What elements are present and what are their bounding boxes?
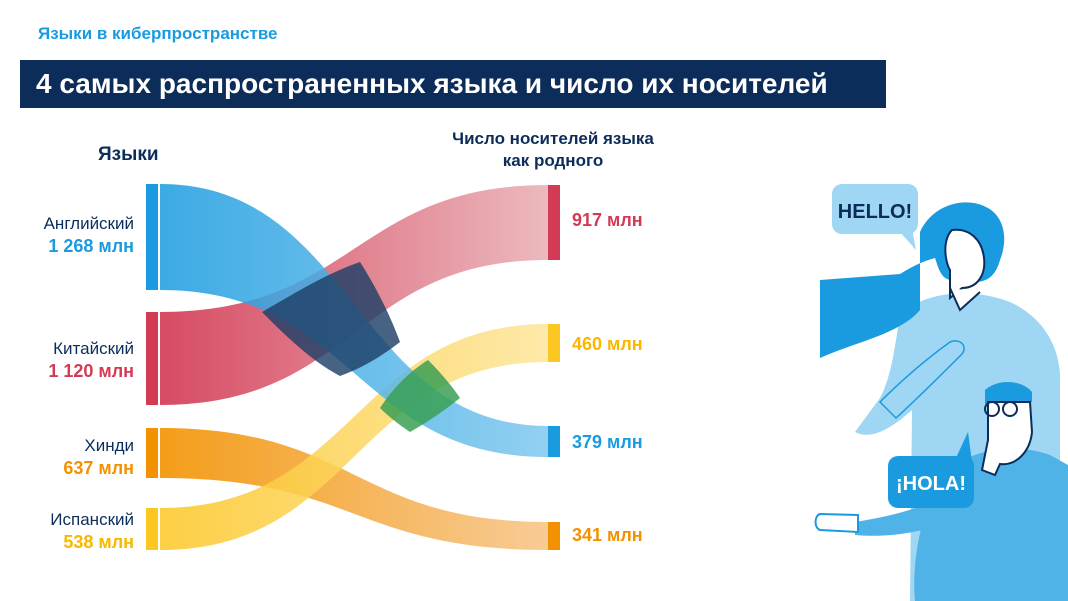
language-total: 1 120 млн [48,361,134,381]
bar-spanish-right [548,324,560,362]
speech-bubble-hola-tail [955,432,972,462]
bar-english-right [548,426,560,457]
woman-face [944,228,986,301]
label-spanish: Испанский 538 млн [20,508,134,554]
bar-spanish-left [146,508,158,550]
language-total: 637 млн [63,458,134,478]
language-name: Испанский [50,510,134,529]
flow-overlap-english-spanish [380,360,460,432]
native-label-hindi: 341 млн [572,525,643,545]
bar-hindi-left [146,428,158,478]
people-illustration: HELLO! ¡HOLA! [814,184,1068,601]
man-hand [814,512,859,534]
woman-arm [878,340,965,420]
speech-bubble-hello-tail [900,228,916,250]
language-name: Английский [43,214,134,233]
label-hindi: Хинди 637 млн [20,434,134,480]
flow-overlap-english-chinese [262,262,400,376]
native-header-line1: Число носителей языка [452,129,654,148]
bar-chinese-right [548,185,560,260]
native-label-english: 379 млн [572,432,643,452]
flow-spanish [160,324,548,550]
page-title: 4 самых распространенных языка и число и… [20,60,886,108]
native-label-chinese: 917 млн [572,210,643,230]
native-header-line2: как родного [502,151,604,170]
language-total: 538 млн [63,532,134,552]
glasses-right-icon [1002,401,1018,417]
bubble-text-hola: ¡HOLA! [896,473,966,495]
language-name: Хинди [84,436,134,455]
man-hair [985,381,1032,404]
bar-english-left [146,184,158,290]
label-chinese: Китайский 1 120 млн [20,337,134,383]
man-arm [855,500,942,536]
language-name: Китайский [53,339,134,358]
languages-column-header: Языки [98,144,159,165]
bubble-text-hello: HELLO! [838,201,912,223]
native-speakers-column-header: Число носителей языка как родного [430,128,676,172]
speech-bubble-hola [888,456,974,508]
subtitle: Языки в киберпространстве [38,24,278,43]
woman-collar [949,287,981,312]
flow-hindi [160,428,548,550]
native-label-spanish: 460 млн [572,334,643,354]
flow-diagram [146,184,560,550]
speech-bubble-hello [832,184,918,234]
glasses-left-icon [984,401,1000,417]
bar-chinese-left [146,312,158,405]
language-total: 1 268 млн [48,236,134,256]
man-face [980,401,1034,477]
label-english: Английский 1 268 млн [20,212,134,258]
bar-hindi-right [548,522,560,550]
